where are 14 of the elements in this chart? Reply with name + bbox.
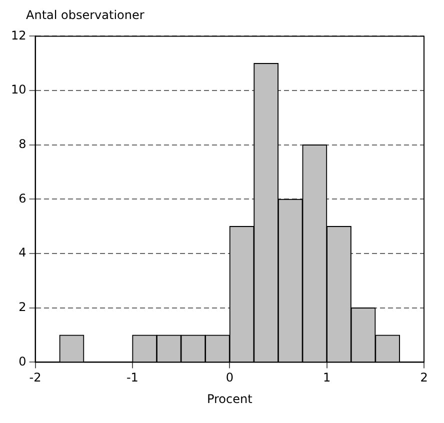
x-tick-label: -1 <box>126 370 138 385</box>
y-tick-label: 12 <box>10 28 26 42</box>
x-tick-label: 2 <box>420 370 428 385</box>
y-tick-label: 4 <box>18 246 26 260</box>
x-tick-label: 0 <box>226 370 234 385</box>
y-axis-title: Antal observationer <box>25 8 146 24</box>
y-tick-label: 10 <box>10 82 26 97</box>
y-tick-label: 2 <box>18 300 26 314</box>
y-tick-label: 6 <box>18 191 26 206</box>
x-axis-title: Procent <box>206 392 253 406</box>
y-tick-label: 8 <box>18 136 26 151</box>
y-tick-label: 0 <box>18 354 26 368</box>
x-tick-label: -2 <box>29 370 42 385</box>
x-tick-label: 1 <box>322 370 331 385</box>
